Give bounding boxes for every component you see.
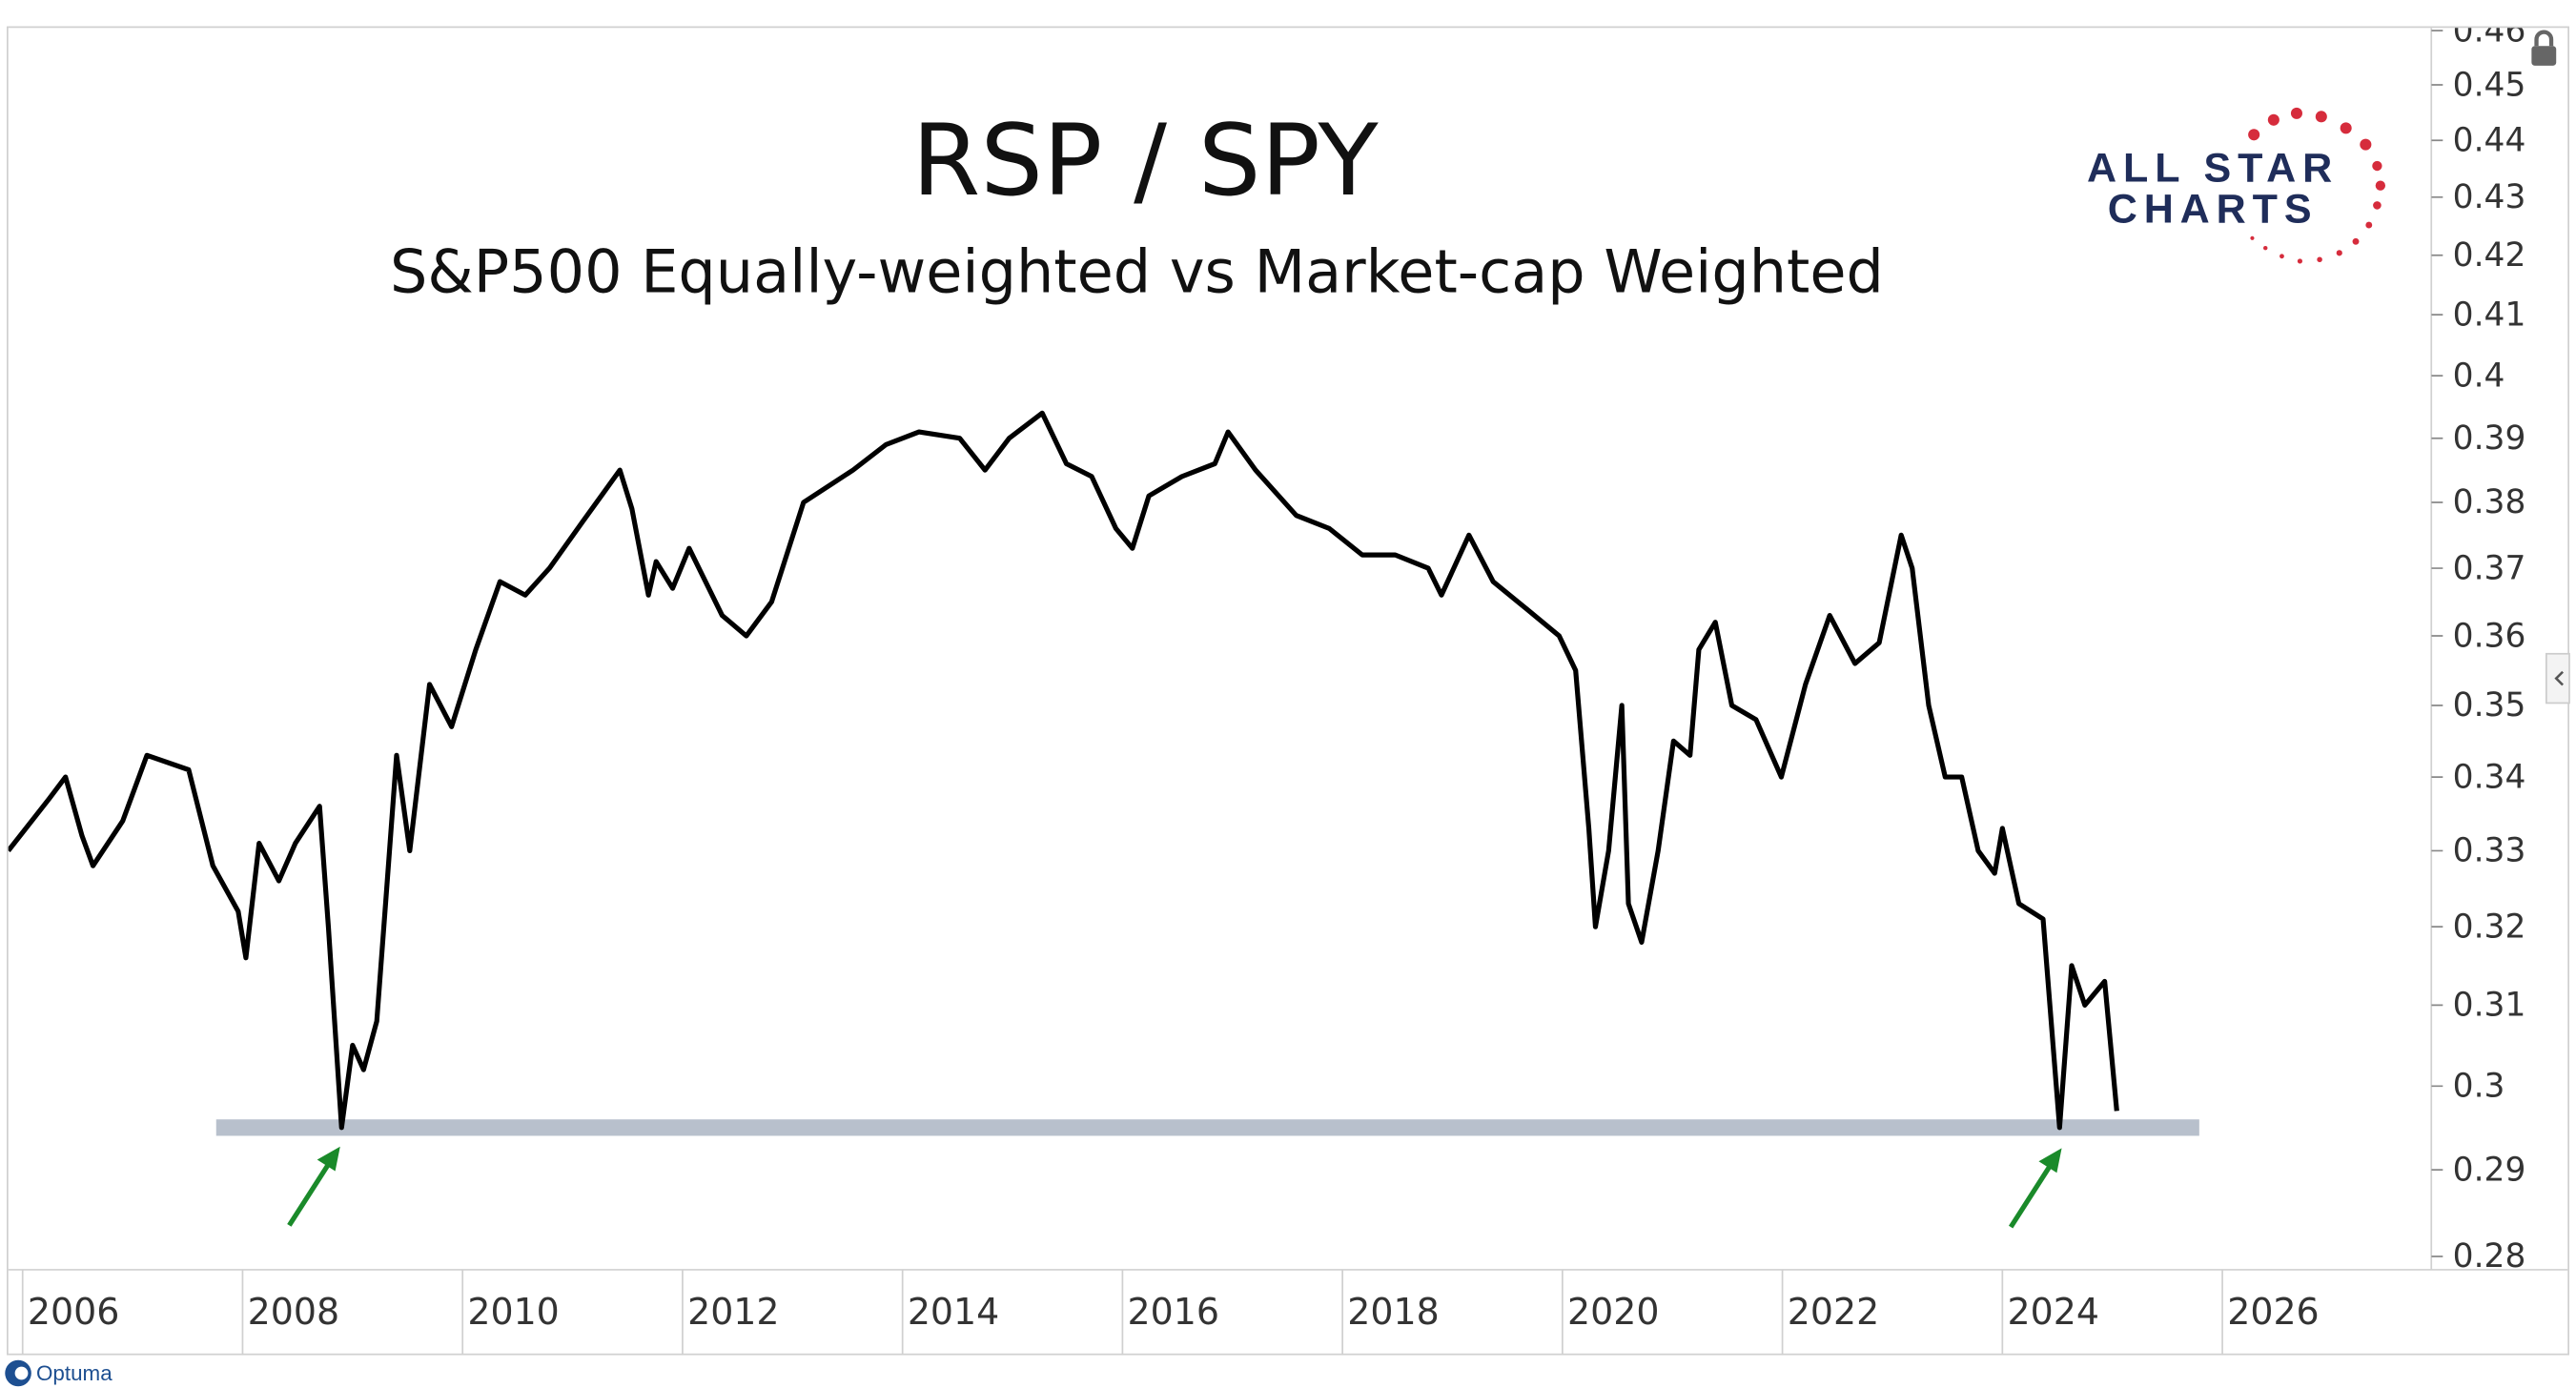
x-tick-label: 2010 <box>467 1291 559 1333</box>
y-tick-label: 0.36 <box>2453 617 2526 655</box>
y-tick-label: 0.38 <box>2453 483 2526 521</box>
footer-logo: Optuma <box>5 1359 112 1387</box>
y-tick-label: 0.41 <box>2453 296 2526 334</box>
y-tick-label: 0.45 <box>2453 66 2526 104</box>
y-tick-label: 0.43 <box>2453 178 2526 216</box>
plot-area <box>8 410 2199 1136</box>
y-tick-label: 0.31 <box>2453 987 2526 1025</box>
support-band <box>215 1119 2199 1136</box>
ticks: 0.28 0.29 0.3 0.31 0.32 0.33 0.34 0.35 0.36 0.37 0… <box>21 11 2526 1356</box>
x-tick-label: 2024 <box>2007 1291 2098 1333</box>
footer-bar <box>0 1357 2576 1388</box>
arrow-head <box>2038 1148 2062 1174</box>
y-tick-label: 0.4 <box>2453 357 2505 395</box>
logo-stars <box>2248 107 2386 264</box>
arrow <box>287 1159 333 1227</box>
side-toggle[interactable] <box>2545 652 2570 704</box>
y-tick-label: 0.44 <box>2453 121 2526 159</box>
x-tick-label: 2006 <box>28 1291 119 1333</box>
x-tick-label: 2018 <box>1347 1291 1439 1333</box>
y-tick-label: 0.35 <box>2453 686 2526 725</box>
x-tick-label: 2008 <box>248 1291 339 1333</box>
x-tick-label: 2022 <box>1788 1291 1879 1333</box>
logo-text: CHARTS <box>2108 187 2319 233</box>
y-tick-label: 0.37 <box>2453 549 2526 587</box>
logo-text: ALL STAR <box>2087 146 2339 192</box>
y-tick-label: 0.46 <box>2453 11 2526 50</box>
arrow-head <box>317 1146 340 1172</box>
x-tick-label: 2012 <box>687 1291 779 1333</box>
y-tick-label: 0.42 <box>2453 236 2526 275</box>
y-tick-label: 0.32 <box>2453 908 2526 946</box>
y-tick-label: 0.29 <box>2453 1151 2526 1189</box>
chart-title: RSP / SPY <box>912 104 1380 218</box>
arrows <box>287 1146 2062 1229</box>
y-tick-label: 0.28 <box>2453 1237 2526 1276</box>
x-tick-label: 2014 <box>908 1291 999 1333</box>
arrow <box>2008 1161 2055 1229</box>
x-tick-label: 2020 <box>1567 1291 1659 1333</box>
y-tick-label: 0.33 <box>2453 832 2526 870</box>
y-tick-label: 0.3 <box>2453 1068 2505 1106</box>
lock-icon <box>2531 30 2557 66</box>
price-line <box>8 410 2119 1131</box>
x-tick-label: 2026 <box>2227 1291 2319 1333</box>
chart-subtitle: S&P500 Equally-weighted vs Market-cap We… <box>390 237 1884 307</box>
y-tick-label: 0.34 <box>2453 758 2526 796</box>
footer-text: Optuma <box>36 1361 112 1385</box>
logo: ALL STAR CHARTS <box>2087 107 2386 264</box>
x-tick-label: 2016 <box>1128 1291 1219 1333</box>
y-axis: 0.28 0.29 0.3 0.31 0.32 0.33 0.34 0.35 0.36 0.37 0… <box>2431 11 2526 1276</box>
y-tick-label: 0.39 <box>2453 419 2526 458</box>
